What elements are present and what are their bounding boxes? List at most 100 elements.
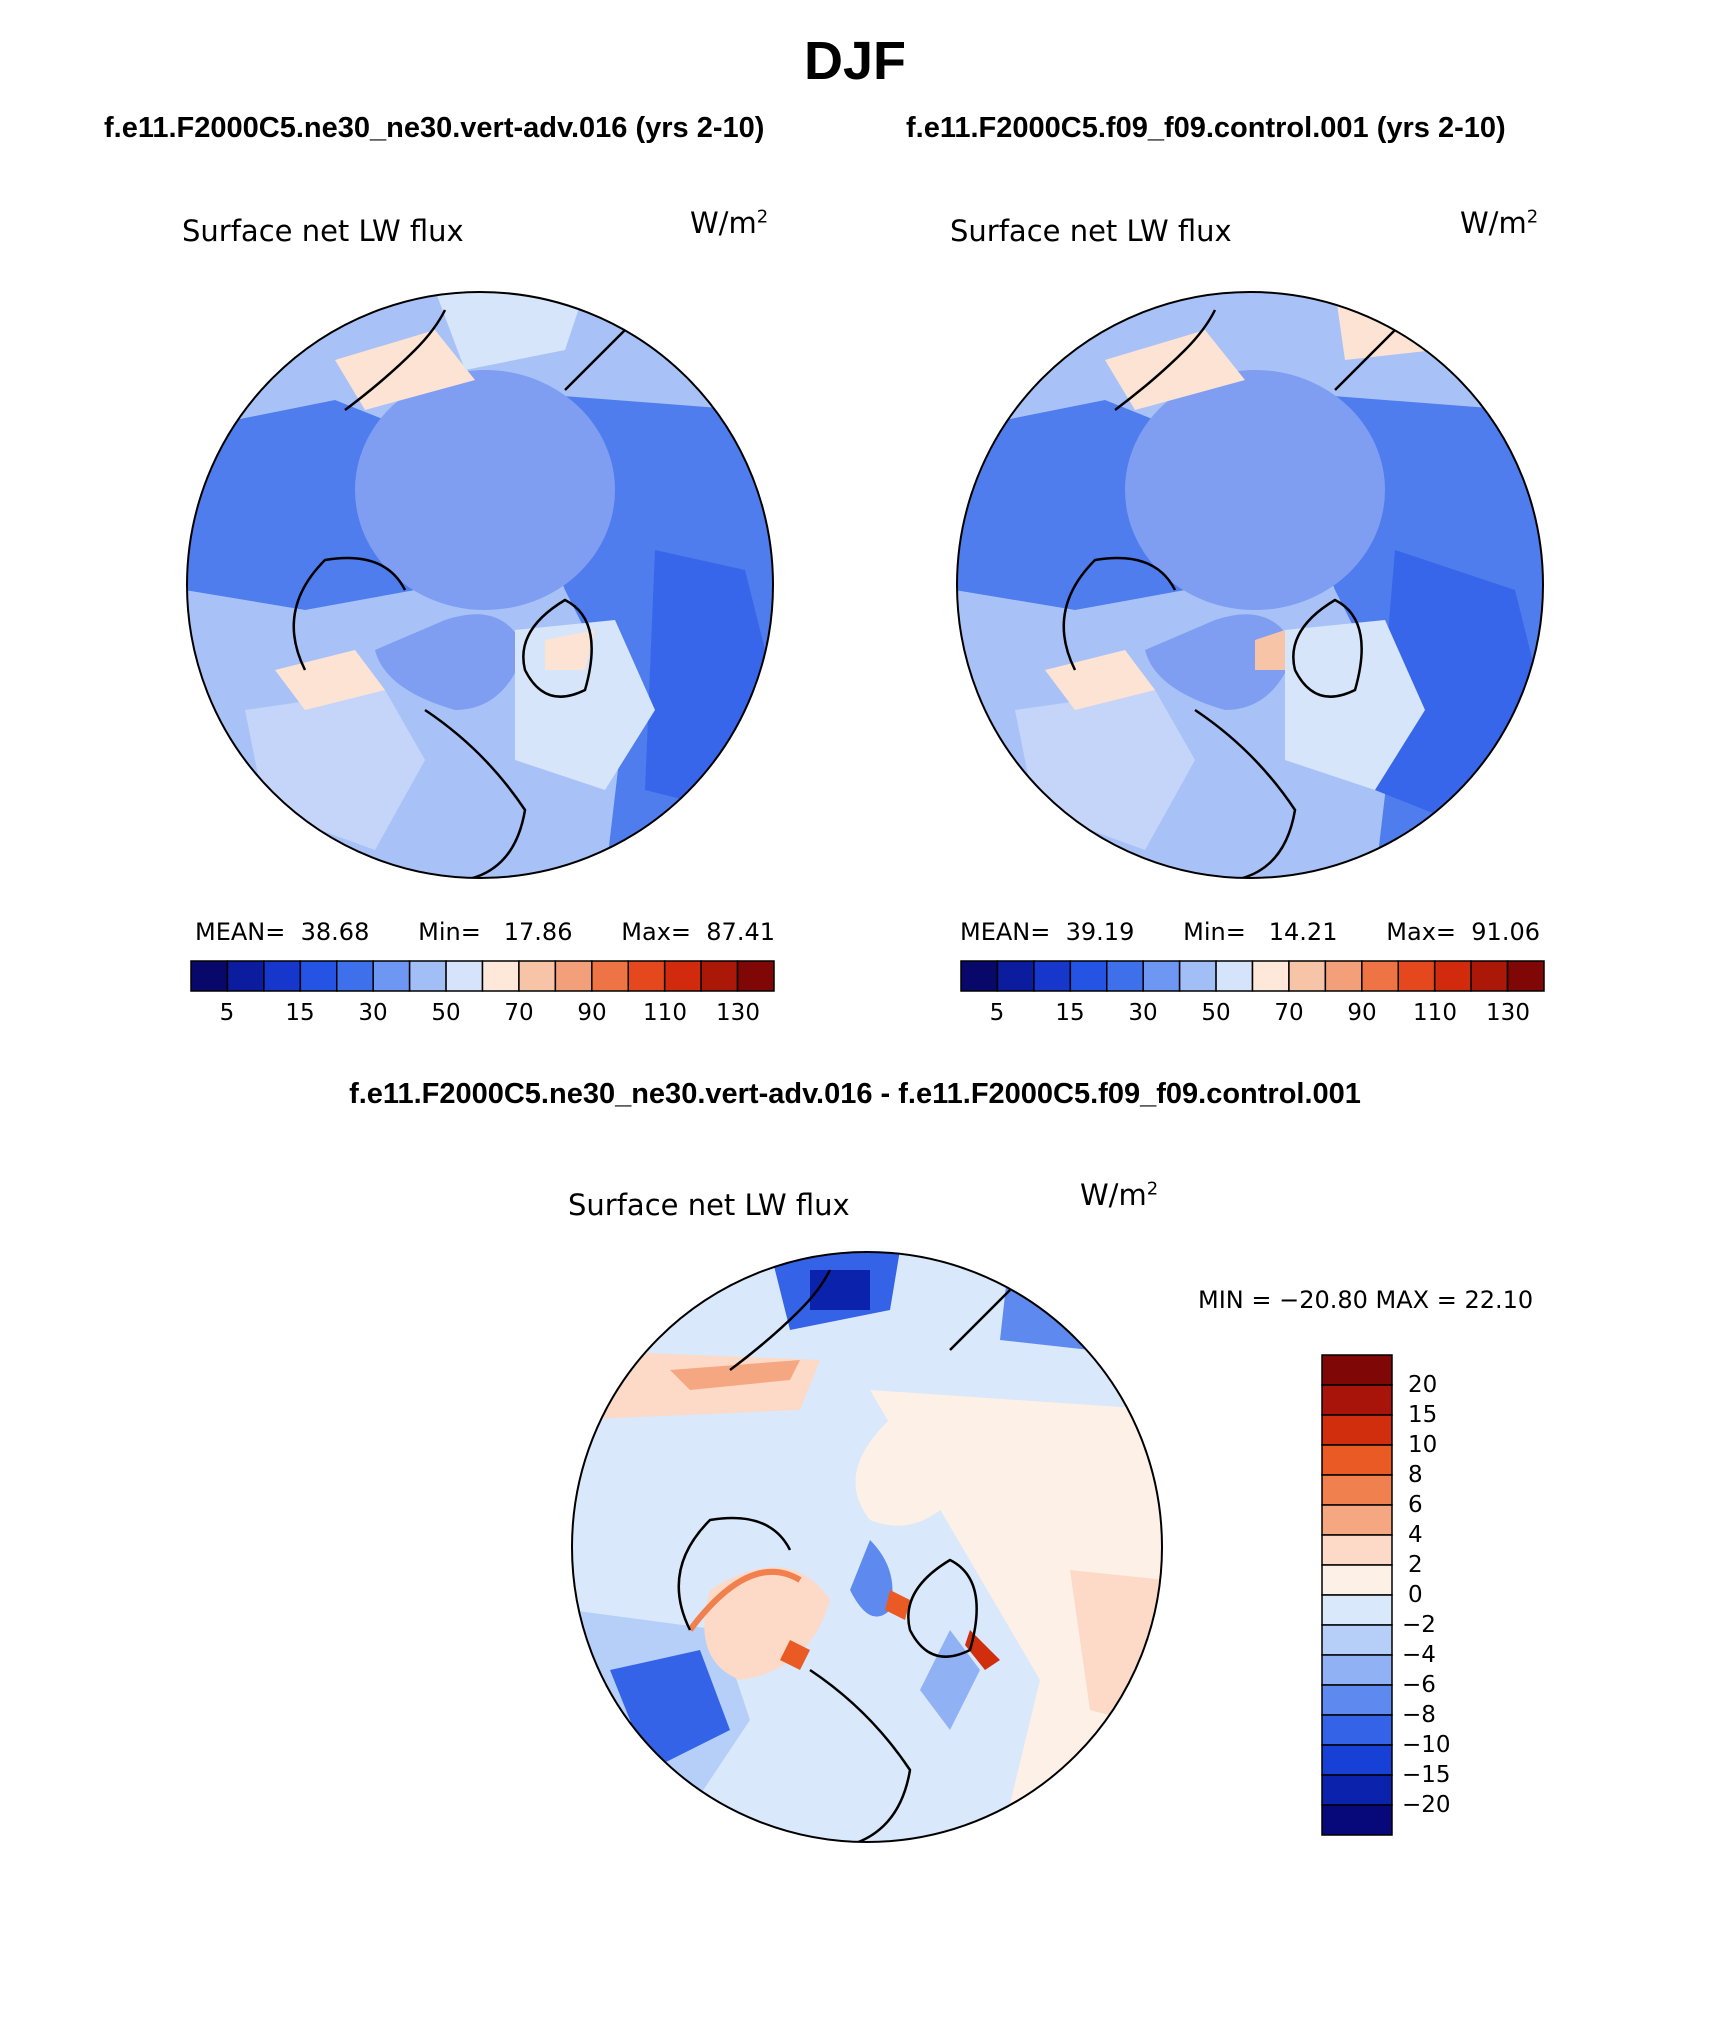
- colorbar-box: [1178, 960, 1217, 992]
- colorbar-box: [336, 960, 374, 992]
- panel-1-variable-label: Surface net LW flux: [182, 214, 464, 248]
- colorbar-tick: 70: [504, 1000, 534, 1026]
- colorbar-box: [263, 960, 302, 992]
- colorbar-box: [1321, 1624, 1393, 1656]
- colorbar-tick: 50: [1201, 1000, 1231, 1026]
- colorbar-tick: 8: [1408, 1462, 1423, 1488]
- colorbar-tick: −6: [1402, 1672, 1436, 1698]
- colorbar-box: [1033, 960, 1072, 992]
- difference-minmax: MIN = −20.80 MAX = 22.10: [1198, 1286, 1534, 1314]
- difference-title: f.e11.F2000C5.ne30_ne30.vert-adv.016 - f…: [349, 1078, 1361, 1110]
- colorbar-tick: 110: [1413, 1000, 1457, 1026]
- panel-2-variable-label: Surface net LW flux: [950, 214, 1232, 248]
- colorbar-box: [736, 960, 775, 992]
- colorbar-box: [1321, 1804, 1393, 1836]
- colorbar-box: [1215, 960, 1254, 992]
- colorbar-tick: 130: [716, 1000, 760, 1026]
- panel-1-colorbar-ticks: 5 15 30 50 70 90 110 130: [191, 1000, 774, 1030]
- difference-colorbar-ticks: 20 15 10 8 6 4 2 0 −2 −4 −6 −8 −10 −15 −…: [1402, 1355, 1488, 1835]
- colorbar-box: [663, 960, 702, 992]
- colorbar-tick: 130: [1486, 1000, 1530, 1026]
- difference-polar-map: [571, 1251, 1163, 1843]
- colorbar-box: [1321, 1714, 1393, 1746]
- colorbar-box: [481, 960, 520, 992]
- colorbar-box: [1321, 1384, 1393, 1416]
- colorbar-box: [1321, 1594, 1393, 1626]
- colorbar-tick: −15: [1402, 1762, 1451, 1788]
- panel-1-units: W/m2: [690, 206, 769, 240]
- colorbar-tick: −4: [1402, 1642, 1436, 1668]
- difference-colorbar: [1321, 1354, 1393, 1836]
- panel-2-colorbar-ticks: 5 15 30 50 70 90 110 130: [961, 1000, 1544, 1030]
- colorbar-tick: 5: [219, 1000, 235, 1026]
- colorbar-box: [1321, 1534, 1393, 1566]
- panel-2-case-title: f.e11.F2000C5.f09_f09.control.001 (yrs 2…: [906, 112, 1506, 144]
- colorbar-tick: 2: [1408, 1552, 1423, 1578]
- colorbar-box: [591, 960, 629, 992]
- colorbar-tick: 30: [1128, 1000, 1158, 1026]
- colorbar-tick: 50: [431, 1000, 461, 1026]
- colorbar-box: [1321, 1414, 1393, 1446]
- colorbar-tick: 110: [643, 1000, 687, 1026]
- panel-2-stats: MEAN= 39.19 Min= 14.21 Max= 91.06: [960, 918, 1540, 946]
- colorbar-box: [1506, 960, 1545, 992]
- colorbar-box: [1142, 960, 1181, 992]
- colorbar-box: [445, 960, 484, 992]
- colorbar-box: [700, 960, 739, 992]
- colorbar-box: [627, 960, 666, 992]
- difference-units: W/m2: [1080, 1178, 1159, 1212]
- difference-variable-label: Surface net LW flux: [568, 1188, 850, 1222]
- colorbar-tick: 90: [577, 1000, 607, 1026]
- colorbar-box: [1361, 960, 1399, 992]
- colorbar-tick: −20: [1402, 1792, 1451, 1818]
- colorbar-tick: 90: [1347, 1000, 1377, 1026]
- panel-2-units: W/m2: [1460, 206, 1539, 240]
- panel-2-colorbar: [960, 960, 1545, 992]
- colorbar-tick: 15: [1055, 1000, 1085, 1026]
- colorbar-tick: 70: [1274, 1000, 1304, 1026]
- colorbar-box: [554, 960, 593, 992]
- colorbar-box: [190, 960, 229, 992]
- colorbar-box: [1470, 960, 1509, 992]
- colorbar-box: [1321, 1774, 1393, 1806]
- colorbar-tick: 10: [1408, 1432, 1438, 1458]
- colorbar-box: [372, 960, 411, 992]
- colorbar-box: [960, 960, 999, 992]
- colorbar-box: [1321, 1354, 1393, 1386]
- colorbar-box: [518, 960, 557, 992]
- colorbar-tick: 20: [1408, 1372, 1438, 1398]
- colorbar-tick: 15: [1408, 1402, 1438, 1428]
- colorbar-tick: 30: [358, 1000, 388, 1026]
- colorbar-tick: −8: [1402, 1702, 1436, 1728]
- colorbar-tick: 0: [1408, 1582, 1423, 1608]
- panel-2-polar-map: [956, 291, 1544, 879]
- colorbar-box: [1069, 960, 1108, 992]
- panel-1-polar-map: [186, 291, 774, 879]
- colorbar-box: [996, 960, 1035, 992]
- colorbar-box: [1251, 960, 1290, 992]
- colorbar-tick: 4: [1408, 1522, 1423, 1548]
- colorbar-box: [408, 960, 447, 992]
- colorbar-box: [1321, 1654, 1393, 1686]
- colorbar-tick: −2: [1402, 1612, 1436, 1638]
- colorbar-box: [1321, 1444, 1393, 1476]
- colorbar-box: [1397, 960, 1436, 992]
- figure-title: DJF: [803, 31, 906, 91]
- colorbar-box: [226, 960, 265, 992]
- panel-1-case-title: f.e11.F2000C5.ne30_ne30.vert-adv.016 (yr…: [104, 112, 765, 144]
- panel-1-stats: MEAN= 38.68 Min= 17.86 Max= 87.41: [195, 918, 775, 946]
- colorbar-tick: 5: [989, 1000, 1005, 1026]
- colorbar-tick: 15: [285, 1000, 315, 1026]
- colorbar-box: [1324, 960, 1363, 992]
- colorbar-box: [299, 960, 338, 992]
- colorbar-box: [1288, 960, 1327, 992]
- colorbar-box: [1106, 960, 1144, 992]
- colorbar-box: [1321, 1504, 1393, 1536]
- colorbar-tick: 6: [1408, 1492, 1423, 1518]
- colorbar-box: [1321, 1684, 1393, 1716]
- panel-1-colorbar: [190, 960, 775, 992]
- colorbar-box: [1321, 1474, 1393, 1506]
- colorbar-box: [1433, 960, 1472, 992]
- colorbar-box: [1321, 1564, 1393, 1596]
- colorbar-box: [1321, 1744, 1393, 1776]
